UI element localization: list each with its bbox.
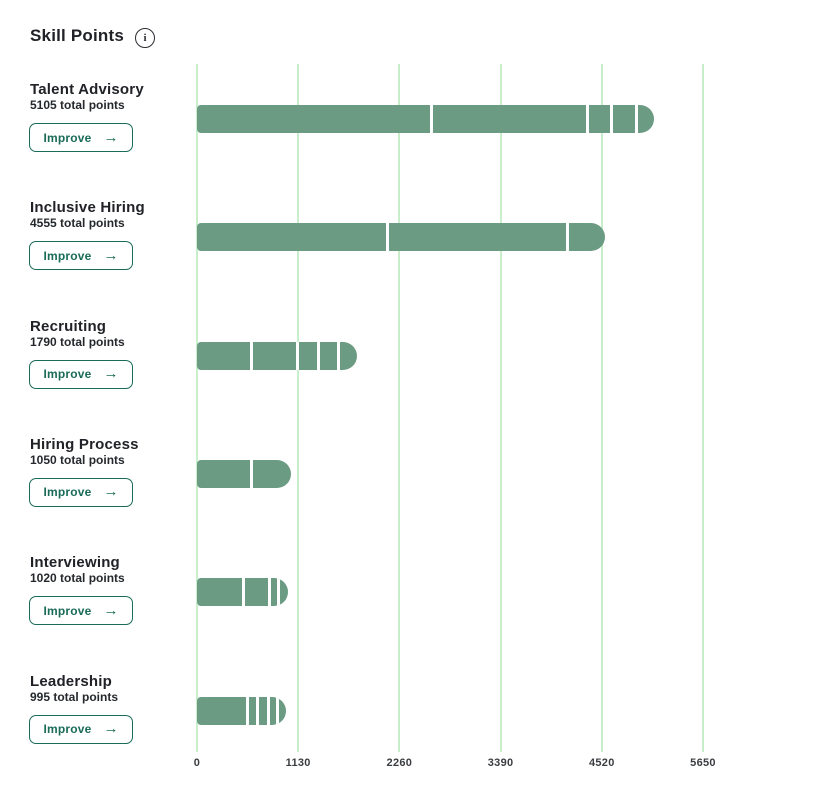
x-tick-label: 0 — [193, 757, 201, 769]
skill-name: Inclusive Hiring — [30, 199, 145, 217]
arrow-right-icon: → — [103, 483, 119, 501]
skill-bar — [197, 696, 287, 725]
gridline — [398, 64, 401, 752]
skill-bar — [197, 223, 605, 252]
skill-row: Inclusive Hiring 4555 total points Impro… — [0, 199, 834, 317]
bar-segment-divider — [276, 696, 280, 725]
skill-total-points: 995 total points — [30, 689, 119, 704]
bar-segment-divider — [385, 223, 389, 252]
skill-row: Hiring Process 1050 total points Improve… — [0, 436, 834, 554]
gridline — [499, 64, 502, 752]
bar-segment-divider — [565, 223, 569, 252]
skill-bar — [197, 105, 655, 133]
bar-segment-divider — [296, 341, 300, 370]
improve-button-label: Improve — [43, 367, 92, 382]
skill-row: Leadership 995 total points Improve → — [0, 673, 834, 788]
skill-row: Talent Advisory 5105 total points Improv… — [0, 81, 834, 199]
x-tick-label: 1130 — [285, 757, 311, 769]
bar-segment-divider — [610, 105, 614, 133]
bar-segment-divider — [317, 341, 321, 370]
bar-segment-divider — [255, 696, 259, 725]
skill-total-points: 4555 total points — [30, 216, 125, 231]
improve-button[interactable]: Improve → — [29, 477, 133, 507]
page-title: Skill Points — [30, 26, 125, 45]
skill-row: Recruiting 1790 total points Improve → — [0, 318, 834, 436]
bar-segment-divider — [635, 105, 639, 133]
bar-segment-divider — [430, 105, 434, 133]
bar-segment-divider — [267, 696, 271, 725]
bar-segment-divider — [246, 696, 250, 725]
bar-segment-divider — [585, 105, 589, 133]
skill-name: Leadership — [30, 672, 113, 690]
info-icon[interactable]: i — [135, 28, 155, 48]
x-tick-label: 4520 — [588, 757, 615, 769]
skill-name: Recruiting — [30, 317, 107, 335]
gridline — [297, 64, 300, 752]
improve-button[interactable]: Improve → — [29, 241, 133, 271]
skill-name: Interviewing — [30, 554, 120, 572]
skill-name: Hiring Process — [30, 435, 139, 453]
skill-bar — [197, 459, 292, 488]
arrow-right-icon: → — [103, 128, 119, 146]
bar-segment-divider — [268, 578, 272, 607]
x-tick-label: 5650 — [690, 757, 716, 769]
bar-segment-divider — [276, 578, 280, 607]
skill-total-points: 1020 total points — [30, 571, 125, 586]
x-tick-label: 2260 — [386, 757, 413, 769]
improve-button[interactable]: Improve → — [29, 359, 133, 389]
gridline — [196, 64, 198, 752]
arrow-right-icon: → — [103, 601, 119, 619]
skill-total-points: 1790 total points — [30, 334, 125, 349]
arrow-right-icon: → — [103, 365, 119, 383]
improve-button-label: Improve — [43, 248, 92, 263]
arrow-right-icon: → — [103, 246, 119, 264]
bar-segment-divider — [337, 341, 340, 370]
skill-bar — [197, 578, 289, 607]
skill-total-points: 1050 total points — [30, 452, 125, 467]
bar-segment-divider — [250, 459, 254, 488]
bar-segment-divider — [250, 341, 254, 370]
improve-button-label: Improve — [43, 130, 92, 145]
improve-button-label: Improve — [43, 603, 92, 618]
skill-total-points: 5105 total points — [30, 98, 125, 112]
skill-bar — [197, 341, 358, 370]
improve-button-label: Improve — [43, 722, 92, 736]
gridline — [702, 64, 704, 752]
improve-button[interactable]: Improve → — [29, 714, 133, 744]
skill-name: Talent Advisory — [30, 81, 144, 98]
improve-button-label: Improve — [43, 485, 92, 500]
improve-button[interactable]: Improve → — [29, 123, 133, 152]
gridline — [600, 64, 603, 752]
arrow-right-icon: → — [103, 720, 119, 737]
skill-row: Interviewing 1020 total points Improve → — [0, 554, 834, 672]
bar-segment-divider — [242, 578, 246, 607]
improve-button[interactable]: Improve → — [29, 596, 133, 626]
x-tick-label: 3390 — [487, 757, 514, 769]
